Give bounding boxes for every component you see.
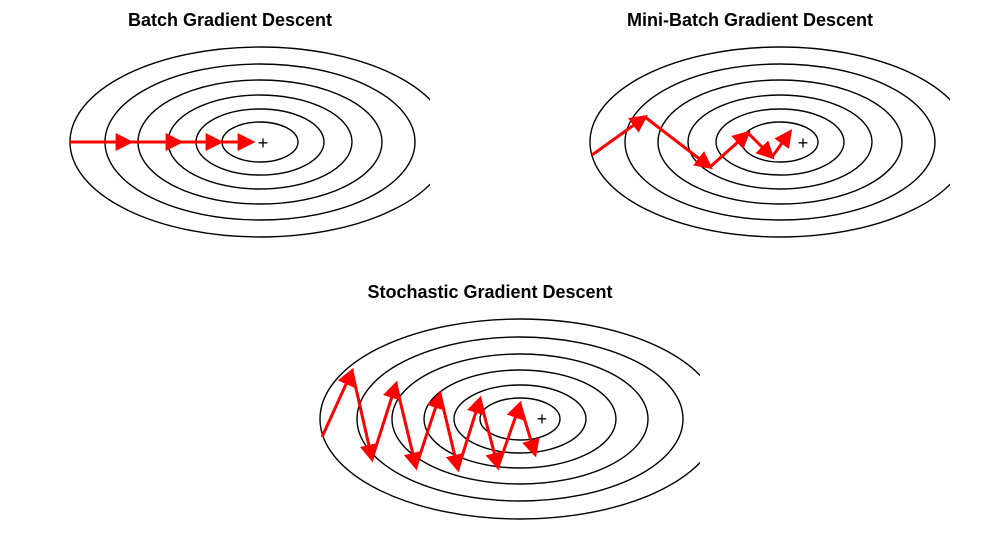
- title-minibatch: Mini-Batch Gradient Descent: [550, 10, 950, 31]
- contours-stochastic: [320, 319, 700, 519]
- diagram-batch: +: [30, 37, 430, 252]
- optimum-marker-batch: +: [258, 133, 269, 153]
- diagram-minibatch: +: [550, 37, 950, 252]
- panel-batch: Batch Gradient Descent +: [30, 10, 430, 252]
- panel-minibatch: Mini-Batch Gradient Descent +: [550, 10, 950, 252]
- diagram-stochastic: +: [280, 309, 700, 534]
- title-batch: Batch Gradient Descent: [30, 10, 430, 31]
- optimum-marker-minibatch: +: [798, 133, 809, 153]
- title-stochastic: Stochastic Gradient Descent: [280, 282, 700, 303]
- contours-minibatch: [590, 47, 950, 237]
- panel-stochastic: Stochastic Gradient Descent +: [280, 282, 700, 534]
- optimum-marker-stochastic: +: [537, 409, 548, 429]
